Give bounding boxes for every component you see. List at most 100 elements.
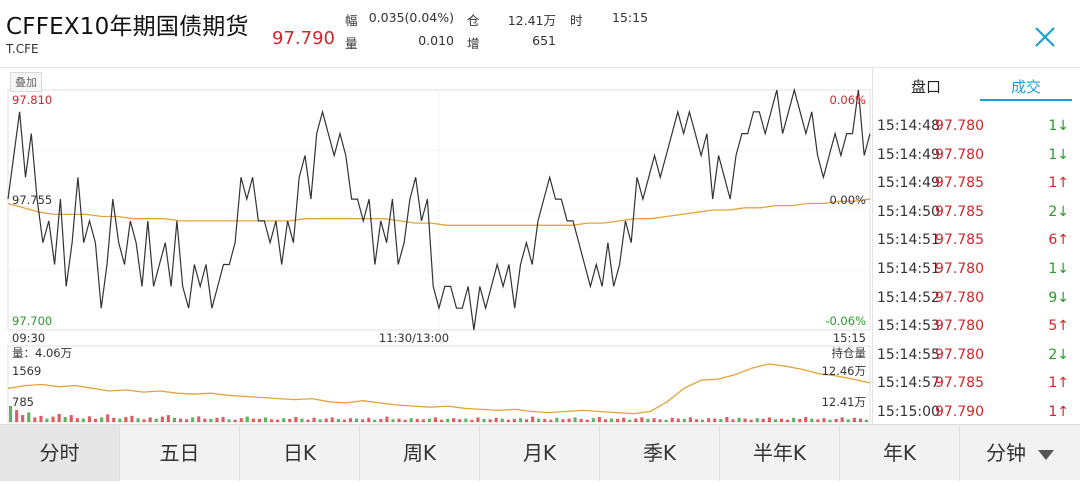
trade-row: 15:14:57 97.785 1↑: [873, 369, 1080, 397]
tab-rik[interactable]: 日K: [240, 425, 360, 481]
volume-bar: [318, 419, 322, 422]
volume-bar: [852, 417, 856, 422]
volume-bar: [658, 419, 662, 422]
volume-bar: [664, 419, 668, 422]
volume-bar: [761, 418, 765, 422]
volume-bar: [197, 416, 201, 422]
volume-bar: [646, 418, 650, 422]
change-value: 0.035(0.04%): [368, 10, 454, 25]
volume-bar: [488, 419, 492, 422]
volume-bar: [203, 418, 207, 422]
volume-bar: [440, 419, 444, 422]
volume-bar: [737, 417, 741, 422]
tab-niank[interactable]: 年K: [840, 425, 960, 481]
volume-bar: [39, 415, 43, 422]
trade-volume: 1↑: [1048, 375, 1069, 392]
trade-row: 15:14:55 97.780 2↓: [873, 341, 1080, 369]
trade-time: 15:14:51: [877, 261, 940, 277]
open-interest-label: 仓: [467, 13, 480, 28]
volume-bar: [330, 417, 334, 422]
volume-bar: [816, 419, 820, 422]
volume-bar: [245, 416, 249, 422]
trade-row: 15:14:49 97.785 1↑: [873, 169, 1080, 197]
volume-bar: [591, 418, 595, 422]
last-price: 97.790: [272, 28, 335, 49]
tab-fenzhong[interactable]: 分钟: [960, 425, 1080, 481]
volume-bar: [616, 418, 620, 422]
volume-bar: [840, 417, 844, 422]
trade-volume: 5↑: [1048, 318, 1069, 335]
trade-price: 97.780: [935, 261, 984, 277]
overlay-button[interactable]: 叠加: [10, 72, 42, 92]
intraday-chart[interactable]: 97.810 97.755 97.700 0.06% 0.00% -0.06% …: [0, 68, 872, 424]
chevron-down-icon: [1038, 449, 1054, 460]
volume-bar: [233, 419, 237, 422]
volume-bar: [476, 417, 480, 422]
trade-panel: 盘口 成交 15:14:48 97.780 1↓ 15:14:49 97.780 1↓ 15…: [872, 68, 1080, 424]
volume-bar: [130, 415, 134, 422]
volume-bar: [100, 417, 104, 422]
trade-price: 97.790: [935, 404, 984, 420]
volume-bar: [239, 418, 243, 422]
volume-value: 0.010: [418, 33, 454, 48]
volume-bar: [391, 419, 395, 422]
volume-bar: [257, 418, 261, 422]
volume-bar: [804, 417, 808, 422]
volume-bar: [676, 418, 680, 422]
volume-bar: [185, 419, 189, 422]
volume-bar: [348, 418, 352, 422]
volume-bar: [525, 419, 529, 422]
volume-bar: [154, 418, 158, 422]
trade-time: 15:14:49: [877, 175, 940, 192]
volume-bar: [822, 418, 826, 422]
trade-row: 15:14:48 97.780 1↓: [873, 112, 1080, 140]
volume-bar: [500, 418, 504, 422]
trade-volume: 2↓: [1048, 346, 1069, 363]
volume-bar: [336, 418, 340, 422]
volume-bar: [755, 418, 759, 422]
tab-yuek[interactable]: 月K: [480, 425, 600, 481]
volume-bar: [312, 417, 316, 422]
tab-jik[interactable]: 季K: [600, 425, 720, 481]
volume-bar: [191, 417, 195, 422]
tab-chengjiao[interactable]: 成交: [1011, 78, 1042, 96]
trade-volume: 6↑: [1048, 232, 1069, 249]
trade-price: 97.780: [935, 118, 984, 134]
trade-row: 15:14:50 97.785 2↓: [873, 198, 1080, 226]
volume-max-label: 1569: [12, 364, 41, 378]
trade-price: 97.780: [935, 318, 984, 335]
volume-bar: [45, 418, 49, 422]
increase-label: 增: [467, 36, 480, 51]
volume-bar: [610, 418, 614, 422]
volume-total-label: 量：4.06万: [12, 346, 72, 360]
volume-bar: [221, 417, 225, 422]
volume-bar: [112, 417, 116, 422]
price-mid-label: 97.755: [12, 193, 52, 207]
tab-wuri[interactable]: 五日: [120, 425, 240, 481]
tab-fenshi[interactable]: 分时: [0, 425, 120, 481]
trade-price: 97.780: [935, 146, 984, 163]
volume-bar: [75, 418, 79, 422]
trade-panel-tabs: 盘口 成交: [873, 68, 1080, 104]
volume-bar: [385, 416, 389, 422]
close-button[interactable]: [1028, 20, 1062, 54]
volume-bar: [464, 418, 468, 422]
price-line: [7, 87, 871, 331]
volume-bar: [713, 418, 717, 422]
tab-zhouk[interactable]: 周K: [360, 425, 480, 481]
volume-bar: [846, 419, 850, 422]
tab-bannianq[interactable]: 半年K: [720, 425, 840, 481]
volume-bar: [864, 419, 868, 422]
volume-bar: [397, 418, 401, 422]
trade-price: 97.785: [935, 375, 984, 392]
trade-volume: 2↓: [1048, 203, 1069, 220]
volume-bar: [603, 419, 607, 422]
volume-bar: [749, 419, 753, 422]
time-label: 时: [570, 13, 583, 28]
trade-row: 15:14:52 97.780 9↓: [873, 284, 1080, 312]
tab-pankou[interactable]: 盘口: [911, 78, 942, 96]
volume-bar: [294, 417, 298, 422]
volume-bar: [537, 418, 541, 422]
trade-volume: 1↓: [1048, 261, 1069, 277]
trade-price: 97.780: [935, 346, 984, 363]
